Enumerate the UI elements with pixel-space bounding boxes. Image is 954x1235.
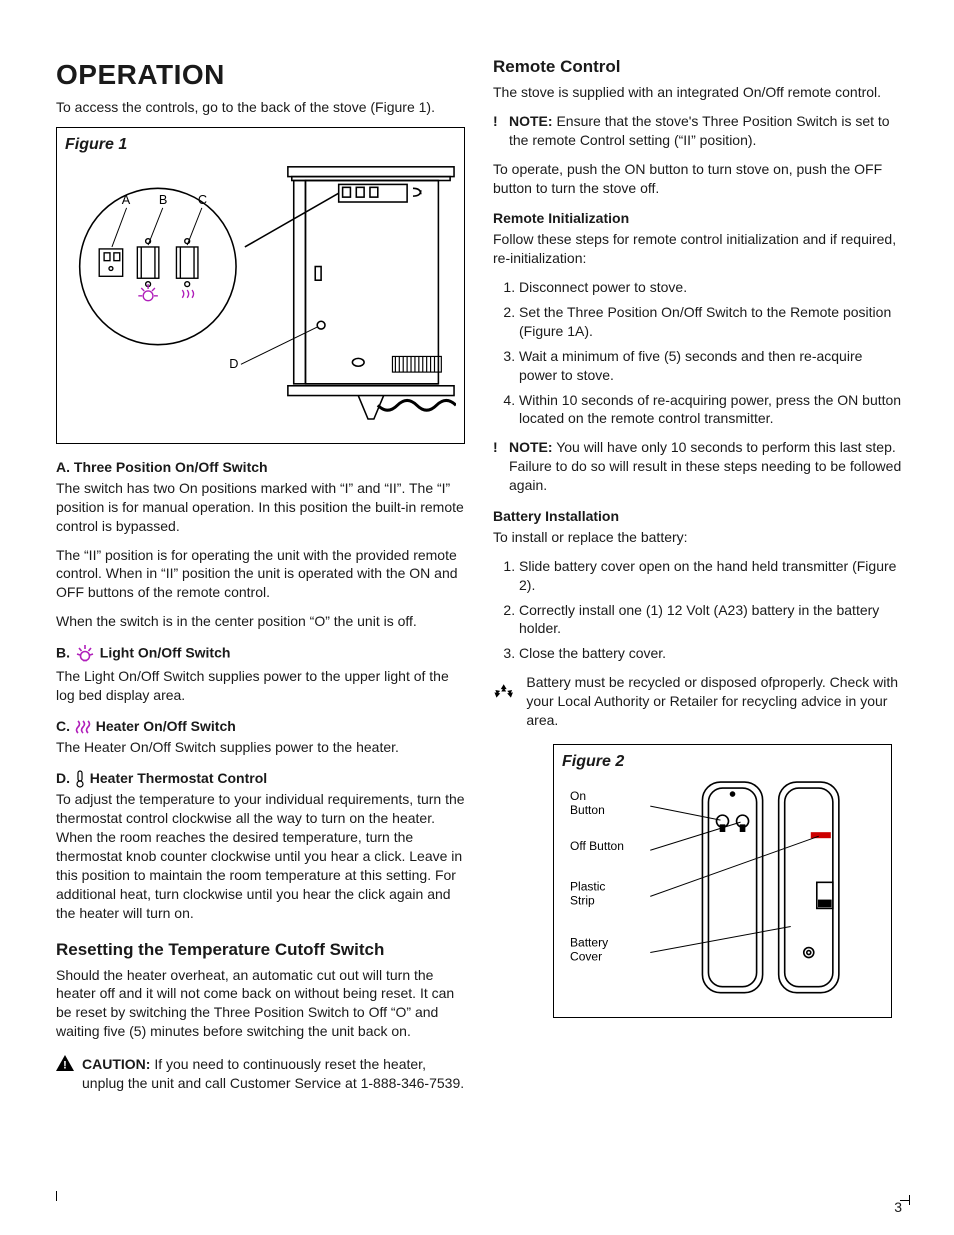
- b-heading: B. Light On/Off Switch: [56, 643, 465, 665]
- svg-text:!: !: [63, 1060, 67, 1072]
- a-p1: The switch has two On positions marked w…: [56, 479, 465, 536]
- remote-heading: Remote Control: [493, 56, 902, 79]
- page-title: Operation: [56, 56, 465, 94]
- caution-lead: CAUTION:: [82, 1056, 150, 1072]
- list-item: Wait a minimum of five (5) seconds and t…: [519, 347, 902, 385]
- intro-text: To access the controls, go to the back o…: [56, 98, 465, 117]
- fig1-label-b: B: [159, 193, 167, 207]
- a-heading: A. Three Position On/Off Switch: [56, 458, 465, 477]
- svg-text:Plastic: Plastic: [570, 880, 605, 894]
- figure-2-title: Figure 2: [562, 751, 883, 773]
- list-item: Close the battery cover.: [519, 644, 902, 663]
- right-column: Remote Control The stove is supplied wit…: [493, 56, 902, 1093]
- remote-init-intro: Follow these steps for remote control in…: [493, 230, 902, 268]
- caution-icon: !: [56, 1055, 74, 1093]
- list-item: Slide battery cover open on the hand hel…: [519, 557, 902, 595]
- recycle-text: Battery must be recycled or disposed ofp…: [526, 673, 902, 730]
- recycle-block: Battery must be recycled or disposed ofp…: [493, 673, 902, 730]
- svg-text:Strip: Strip: [570, 894, 595, 908]
- d-p1: To adjust the temperature to your indivi…: [56, 790, 465, 922]
- b-p1: The Light On/Off Switch supplies power t…: [56, 667, 465, 705]
- caution-block: ! CAUTION: If you need to continuously r…: [56, 1055, 465, 1093]
- battery-intro: To install or replace the battery:: [493, 528, 902, 547]
- init-steps: Disconnect power to stove. Set the Three…: [493, 278, 902, 428]
- svg-text:Off Button: Off Button: [570, 840, 624, 854]
- recycle-icon: [493, 673, 514, 713]
- crop-mark: [909, 1195, 910, 1205]
- list-item: Within 10 seconds of re-acquiring power,…: [519, 391, 902, 429]
- heat-icon: [74, 718, 92, 736]
- remote-p1: The stove is supplied with an integrated…: [493, 83, 902, 102]
- note-1: ! NOTE: Ensure that the stove's Three Po…: [493, 112, 902, 150]
- figure-2: Figure 2: [553, 744, 892, 1018]
- c-heading: C. Heater On/Off Switch: [56, 717, 465, 736]
- exclaim-icon: !: [493, 112, 503, 150]
- fig1-label-c: C: [198, 193, 207, 207]
- d-heading: D. Heater Thermostat Control: [56, 769, 465, 788]
- remote-p2: To operate, push the ON button to turn s…: [493, 160, 902, 198]
- figure-1-svg: A B C D: [65, 159, 456, 433]
- left-column: Operation To access the controls, go to …: [56, 56, 465, 1093]
- svg-text:On: On: [570, 790, 586, 804]
- crop-mark: [56, 1191, 57, 1201]
- reset-p1: Should the heater overheat, an automatic…: [56, 966, 465, 1042]
- fig1-label-d: D: [229, 357, 238, 371]
- a-p3: When the switch is in the center positio…: [56, 612, 465, 631]
- c-p1: The Heater On/Off Switch supplies power …: [56, 738, 465, 757]
- list-item: Disconnect power to stove.: [519, 278, 902, 297]
- figure-2-svg: On Button Off Button Plastic Strip Batte…: [562, 776, 883, 1007]
- svg-text:Battery: Battery: [570, 936, 608, 950]
- fig1-label-a: A: [122, 193, 131, 207]
- battery-heading: Battery Installation: [493, 507, 902, 526]
- svg-text:Button: Button: [570, 804, 605, 818]
- remote-init-heading: Remote Initialization: [493, 209, 902, 228]
- svg-text:Cover: Cover: [570, 950, 602, 964]
- exclaim-icon: !: [493, 438, 503, 495]
- figure-1: Figure 1: [56, 127, 465, 444]
- reset-heading: Resetting the Temperature Cutoff Switch: [56, 939, 465, 962]
- bulb-icon: [74, 643, 96, 665]
- list-item: Set the Three Position On/Off Switch to …: [519, 303, 902, 341]
- list-item: Correctly install one (1) 12 Volt (A23) …: [519, 601, 902, 639]
- a-p2: The “II” position is for operating the u…: [56, 546, 465, 603]
- battery-steps: Slide battery cover open on the hand hel…: [493, 557, 902, 663]
- thermostat-icon: [74, 770, 86, 788]
- figure-1-title: Figure 1: [65, 134, 456, 156]
- note-2: ! NOTE: You will have only 10 seconds to…: [493, 438, 902, 495]
